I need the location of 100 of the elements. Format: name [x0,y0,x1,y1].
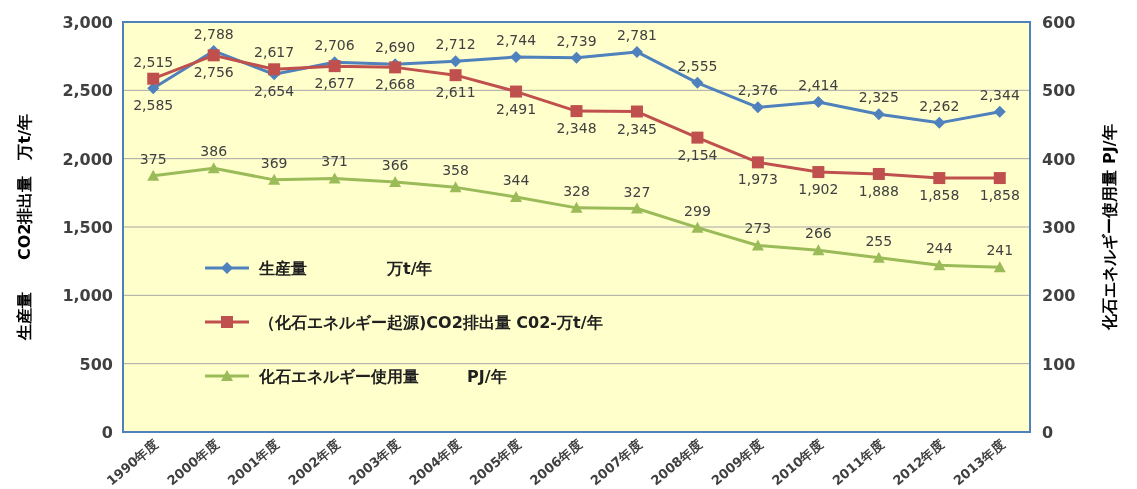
data-label: 1,973 [737,171,778,188]
data-label: 358 [442,162,469,179]
data-label: 2,154 [677,146,718,163]
data-label: 266 [805,225,832,242]
y2-tick-label: 0 [1042,423,1054,442]
data-label: 2,345 [616,120,658,137]
point [510,85,523,98]
point [812,166,825,179]
data-label: 255 [865,232,893,249]
point [691,221,704,233]
data-label: 2,585 [133,97,174,114]
y-tick-label: 1,500 [62,218,113,237]
point [933,259,946,271]
y-tick-label: 2,000 [62,149,113,169]
point [328,60,341,73]
point [147,169,160,181]
data-label: 369 [260,154,288,171]
y-tick-label: 0 [101,423,113,442]
data-label: 1,858 [919,187,960,204]
data-label: 244 [925,240,953,257]
y2-tick-label: 300 [1042,218,1076,237]
data-label: 2,491 [495,100,537,117]
y2-tick-label: 600 [1042,13,1076,32]
point [207,49,220,62]
point [812,244,825,256]
point [268,63,281,76]
data-label: 1,858 [979,187,1020,204]
point [630,202,643,214]
data-label: 375 [139,150,167,167]
data-label: 2,744 [495,31,537,48]
point [449,181,462,193]
data-label: 2,781 [616,26,658,43]
data-label: 299 [684,202,711,219]
point [449,69,462,82]
point [207,162,220,174]
point [570,105,583,118]
data-label: 2,611 [435,84,476,101]
point [691,76,704,89]
legend-label: （化石エネルギー起源)CO2排出量 C02-万t/年 [259,313,603,332]
y-tick-label: 2,500 [62,81,113,101]
point [751,156,764,169]
legend-label: 生産量 万t/年 [258,259,433,278]
data-label: 371 [321,153,348,170]
data-label: 273 [744,220,772,237]
data-label: 328 [563,182,590,199]
data-label: 2,414 [798,77,839,94]
data-label: 2,515 [133,53,174,70]
y-tick-label: 500 [79,354,113,374]
data-label: 344 [502,171,530,188]
data-label: 2,739 [556,32,597,49]
point [812,96,825,109]
data-label: 2,677 [314,75,355,92]
point [570,201,583,213]
point [510,190,523,202]
y-tick-label: 3,000 [62,13,113,32]
point [933,116,946,129]
point [751,239,764,251]
y2-tick-label: 200 [1042,286,1076,306]
point [751,101,764,114]
data-label: 2,325 [858,89,899,106]
data-label: 2,706 [314,37,355,54]
point [389,175,402,187]
data-label: 366 [381,156,409,173]
data-label: 2,344 [979,86,1020,103]
y2-tick-label: 400 [1042,149,1076,169]
data-label: 2,262 [919,97,960,114]
point [630,105,643,118]
data-label: 327 [623,183,651,200]
point [147,72,160,85]
data-label: 386 [200,143,228,160]
data-label: 2,788 [193,25,234,42]
point [993,172,1006,185]
data-label: 2,756 [193,64,234,81]
point [691,131,704,144]
y2-tick-label: 500 [1042,81,1076,101]
point [570,51,583,64]
data-label: 2,654 [254,83,295,100]
data-label: 2,376 [737,82,779,99]
data-label: 2,348 [556,120,597,137]
point [328,172,341,184]
legend-label: 化石エネルギー使用量 PJ/年 [258,367,507,386]
data-label: 2,690 [375,39,416,56]
point [872,167,885,180]
point [933,172,946,185]
point [268,173,281,185]
y2-tick-label: 100 [1042,354,1076,374]
point [872,251,885,263]
point [993,105,1006,118]
data-label: 2,617 [254,44,295,61]
data-label: 1,888 [858,182,899,199]
data-label: 241 [986,242,1014,259]
data-label: 2,668 [375,76,416,93]
point [872,108,885,121]
y2-axis-title: 化石エネルギー使用量 PJ/年 [1100,124,1119,331]
y-axis-title: 生産量 CO2排出量 万t/年 [15,114,34,341]
data-label: 1,902 [798,181,839,198]
data-label: 2,555 [677,57,718,74]
data-label: 2,712 [435,36,476,53]
y-tick-label: 1,000 [62,286,113,306]
point [993,261,1006,273]
